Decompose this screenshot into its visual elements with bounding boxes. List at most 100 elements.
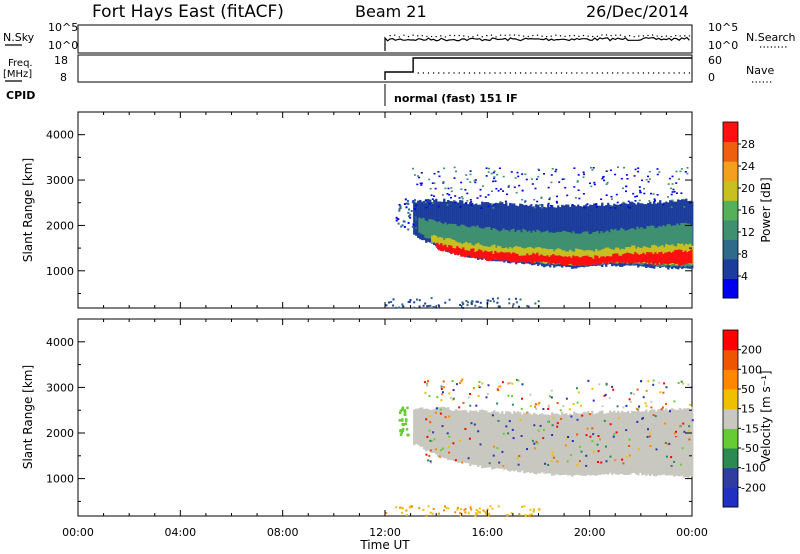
freq-left-tick-top: 18 <box>54 54 68 67</box>
velocity-speckle <box>591 427 594 430</box>
power-cell <box>686 252 689 264</box>
power-cell <box>604 256 607 264</box>
power-cell <box>484 250 487 259</box>
velocity-speckle <box>427 459 430 462</box>
power-cell <box>586 231 589 264</box>
velocity-cell <box>509 412 512 472</box>
velocity-speckle <box>660 408 663 411</box>
noise-panel: N.Sky 10^5 10^0 10^5 10^0 N.Search <box>3 21 796 54</box>
power-cell <box>516 230 519 260</box>
power-speckle <box>578 197 581 200</box>
velocity-near-echo <box>406 514 409 516</box>
power-speckle <box>648 170 651 173</box>
velocity-speckle <box>662 391 665 394</box>
power-speckle <box>680 168 683 170</box>
power-cell <box>534 254 537 262</box>
power-colorbar-swatch <box>723 258 738 279</box>
power-speckle <box>639 191 642 194</box>
velocity-cell <box>553 413 556 476</box>
velocity-speckle <box>551 434 554 436</box>
velocity-speckle <box>542 408 545 410</box>
power-plume <box>408 208 410 211</box>
power-cell <box>636 226 639 264</box>
power-cell <box>508 231 511 260</box>
velocity-cell <box>487 412 490 468</box>
power-cell <box>570 233 573 266</box>
velocity-speckle <box>649 445 652 447</box>
time-tick-label: 20:00 <box>574 526 606 539</box>
power-speckle <box>470 204 473 206</box>
velocity-speckle <box>597 461 599 463</box>
power-cell <box>510 229 513 260</box>
velocity-speckle <box>569 454 572 456</box>
power-speckle <box>628 207 631 209</box>
power-speckle <box>634 200 637 202</box>
power-cell <box>469 242 472 254</box>
nave-point <box>601 72 604 74</box>
power-cell <box>566 231 569 264</box>
power-speckle <box>679 170 682 173</box>
velocity-near-echo <box>530 513 533 516</box>
power-near-echo <box>471 300 474 303</box>
power-cell <box>598 258 601 265</box>
power-cell <box>528 230 531 262</box>
power-cell <box>568 232 571 265</box>
velocity-cell <box>599 411 602 475</box>
time-tick-label: 12:00 <box>369 526 401 539</box>
power-speckle <box>671 183 674 185</box>
velocity-speckle <box>607 453 610 456</box>
power-speckle <box>454 195 457 197</box>
velocity-cell <box>685 408 688 477</box>
power-speckle <box>639 189 641 192</box>
velocity-near-echo <box>467 512 470 515</box>
power-plume <box>407 199 409 202</box>
power-speckle <box>455 170 457 173</box>
power-cell <box>506 230 509 261</box>
velocity-near-echo <box>470 508 473 511</box>
power-near-echo <box>492 297 494 300</box>
velocity-speckle <box>481 409 484 412</box>
power-cell <box>564 256 567 267</box>
velocity-near-echo <box>427 505 430 508</box>
power-cell <box>682 252 685 265</box>
velocity-speckle <box>442 380 445 383</box>
power-speckle <box>490 203 493 206</box>
velocity-cell <box>603 413 606 475</box>
power-colorbar-swatch <box>723 200 738 221</box>
power-near-echo <box>427 305 430 307</box>
velocity-speckle <box>654 415 657 418</box>
velocity-colorbar-tick-label: 200 <box>741 344 762 357</box>
velocity-speckle <box>429 421 432 424</box>
velocity-speckle <box>440 385 443 388</box>
velocity-speckle <box>439 412 442 415</box>
power-near-echo <box>496 301 499 304</box>
velocity-cell <box>437 407 440 457</box>
power-speckle <box>466 178 469 180</box>
power-near-echo <box>496 297 499 300</box>
power-speckle <box>577 174 580 176</box>
velocity-speckle <box>642 417 644 419</box>
power-speckle <box>443 167 446 170</box>
velocity-speckle <box>614 459 617 462</box>
power-cell <box>576 256 579 266</box>
velocity-speckle <box>675 436 678 439</box>
power-speckle <box>634 195 637 198</box>
velocity-speckle <box>550 460 553 462</box>
velocity-speckle <box>623 452 626 455</box>
power-cell <box>556 231 559 265</box>
velocity-speckle <box>576 401 579 404</box>
power-plume <box>395 219 398 222</box>
noise-search-point <box>545 35 548 38</box>
velocity-colorbar-swatch <box>723 330 738 351</box>
velocity-speckle <box>603 394 606 397</box>
velocity-near-echo <box>521 505 524 508</box>
power-cell <box>500 230 503 260</box>
power-cell <box>504 229 507 259</box>
power-cell <box>484 227 487 256</box>
noise-search-point <box>495 36 497 38</box>
velocity-speckle <box>424 391 427 394</box>
power-cell <box>494 228 497 257</box>
velocity-speckle <box>488 462 491 465</box>
nave-point <box>468 72 471 74</box>
velocity-speckle <box>629 400 632 403</box>
